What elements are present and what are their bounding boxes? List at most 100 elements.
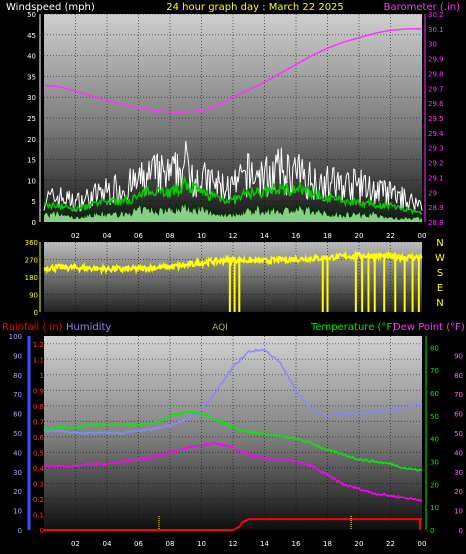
- temperature-axis-title: Temperature (°F): [310, 322, 396, 333]
- humidity-tick-label: 20: [13, 488, 22, 496]
- rain-tick-label: 1.1: [33, 356, 44, 364]
- barometer-axis-title: Barometer (.in): [384, 2, 460, 13]
- temperature-tick-label: 80: [430, 344, 439, 352]
- dewpoint-tick-label: 30: [454, 469, 463, 477]
- dewpoint-tick-label: 60: [454, 411, 463, 419]
- dewpoint-tick-label: 20: [454, 488, 463, 496]
- humidity-tick-label: 0: [18, 527, 22, 535]
- wind-tick-label: 0: [32, 219, 36, 227]
- dewpoint-tick-label: 0: [459, 527, 463, 535]
- direction-tick-label: 360: [25, 239, 38, 247]
- hour-tick-label: 06: [134, 232, 143, 240]
- temperature-tick-label: 60: [430, 390, 439, 398]
- temperature-tick-label: 20: [430, 481, 439, 489]
- direction-tick-label: 0: [34, 309, 38, 317]
- hour-tick-label: 10: [197, 232, 206, 240]
- rain-tick-label: 1.2: [33, 341, 44, 349]
- wind-tick-label: 40: [27, 53, 36, 61]
- axes: 0510152025303540455028.828.92929.129.229…: [9, 11, 463, 548]
- hour-tick-label: 10: [197, 540, 206, 548]
- rain-tick-label: 0.3: [33, 480, 44, 488]
- hour-tick-label: 16: [292, 232, 301, 240]
- temperature-tick-label: 0: [430, 527, 434, 535]
- hour-tick-label: 00: [418, 232, 427, 240]
- barometer-tick-label: 29.5: [428, 115, 444, 123]
- hour-tick-label: 08: [166, 540, 175, 548]
- humidity-axis-title: Humidity: [66, 322, 111, 333]
- hour-tick-label: 02: [71, 540, 80, 548]
- dewpoint-axis-title: Dew Point (°F): [393, 322, 465, 333]
- barometer-tick-label: 29.7: [428, 85, 444, 93]
- rain-tick-label: 0.2: [33, 496, 44, 504]
- hour-tick-label: 12: [229, 232, 238, 240]
- wind-tick-label: 10: [27, 177, 36, 185]
- wind-tick-label: 25: [27, 115, 36, 123]
- hour-tick-label: 20: [355, 232, 364, 240]
- barometer-tick-label: 29.8: [428, 70, 444, 78]
- wind-tick-label: 45: [27, 32, 36, 40]
- barometer-tick-label: 29.4: [428, 130, 444, 138]
- wind-tick-label: 30: [27, 94, 36, 102]
- hour-tick-label: 04: [103, 540, 112, 548]
- temperature-line: [43, 410, 423, 472]
- rain-tick-label: 0.8: [33, 403, 44, 411]
- humidity-tick-label: 10: [13, 508, 22, 516]
- direction-tick-label: 180: [25, 274, 38, 282]
- barometer-tick-label: 29.6: [428, 100, 444, 108]
- barometer-tick-label: 30.1: [428, 26, 444, 34]
- direction-letter: S: [437, 268, 443, 279]
- humidity-tick-label: 30: [13, 469, 22, 477]
- dewpoint-tick-label: 10: [454, 508, 463, 516]
- wind-gust-line: [43, 140, 423, 212]
- wind-tick-label: 15: [27, 157, 36, 165]
- hour-tick-label: 22: [386, 540, 395, 548]
- barometer-tick-label: 28.8: [428, 219, 444, 227]
- dewpoint-tick-label: 80: [454, 372, 463, 380]
- dewpoint-tick-label: 70: [454, 391, 463, 399]
- wind-series: [43, 28, 423, 222]
- dewpoint-tick-label: 40: [454, 449, 463, 457]
- hour-tick-label: 16: [292, 540, 301, 548]
- hour-tick-label: 14: [260, 232, 269, 240]
- wind-tick-label: 35: [27, 73, 36, 81]
- hour-tick-label: 08: [166, 232, 175, 240]
- wind-tick-label: 50: [27, 11, 36, 19]
- hour-tick-label: 22: [386, 232, 395, 240]
- hour-tick-label: 02: [71, 232, 80, 240]
- barometer-tick-label: 29: [428, 189, 437, 197]
- direction-letter: N: [436, 298, 443, 309]
- rain-tick-label: 0.5: [33, 449, 44, 457]
- hour-tick-label: 14: [260, 540, 269, 548]
- hour-tick-label: 00: [418, 540, 427, 548]
- temperature-tick-label: 50: [430, 413, 439, 421]
- hour-tick-label: 06: [134, 540, 143, 548]
- dewpoint-tick-label: 50: [454, 430, 463, 438]
- barometer-tick-label: 29.1: [428, 174, 444, 182]
- hour-tick-label: 20: [355, 540, 364, 548]
- hour-tick-label: 04: [103, 232, 112, 240]
- humidity-tick-label: 60: [13, 411, 22, 419]
- dewpoint-tick-label: 90: [454, 352, 463, 360]
- barometer-tick-label: 30.2: [428, 11, 444, 19]
- temperature-tick-label: 10: [430, 504, 439, 512]
- humidity-tick-label: 50: [13, 430, 22, 438]
- barometer-tick-label: 28.9: [428, 204, 444, 212]
- barometer-tick-label: 29.9: [428, 56, 444, 64]
- humidity-line: [43, 347, 423, 435]
- barometer-tick-label: 29.3: [428, 145, 444, 153]
- barometer-tick-label: 29.2: [428, 160, 444, 168]
- rain-tick-label: 0: [40, 527, 44, 535]
- temperature-tick-label: 30: [430, 459, 439, 467]
- temperature-tick-label: 40: [430, 436, 439, 444]
- rain-tick-label: 0.6: [33, 434, 45, 442]
- direction-tick-label: 270: [25, 257, 38, 265]
- wind-average-line: [43, 175, 423, 216]
- wind-min-line: [43, 200, 423, 221]
- wind-tick-label: 20: [27, 136, 36, 144]
- barometer-tick-label: 30: [428, 41, 437, 49]
- humidity-tick-label: 80: [13, 372, 22, 380]
- rainfall-axis-title: Rainfall (.in): [2, 322, 63, 333]
